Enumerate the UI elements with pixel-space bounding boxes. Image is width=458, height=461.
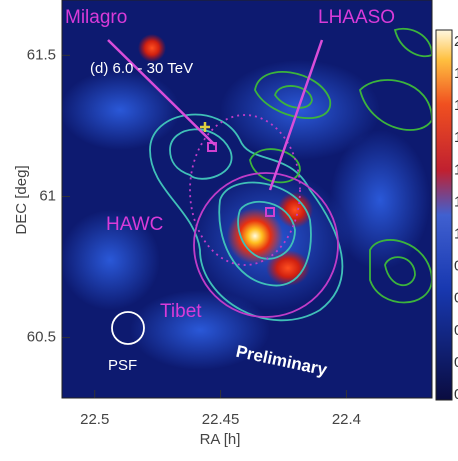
colorbar-label: 1 <box>454 226 458 243</box>
colorbar <box>436 30 452 400</box>
x-tick-label: 22.4 <box>332 411 361 428</box>
y-tick-label: 61 <box>39 187 56 204</box>
colorbar-label: 0 <box>454 354 458 371</box>
x-axis-label: RA [h] <box>200 431 241 448</box>
colorbar-label: 2 <box>454 33 458 50</box>
y-tick-label: 60.5 <box>27 329 56 346</box>
y-tick-label: 61.5 <box>27 46 56 63</box>
y-axis-label: DEC [deg] <box>13 165 30 234</box>
tibet-label: Tibet <box>160 301 202 322</box>
panel-label: (d) 6.0 - 30 TeV <box>90 60 193 77</box>
hawc-label: HAWC <box>106 214 163 235</box>
colorbar-label: 1 <box>454 129 458 146</box>
lhaaso-label: LHAASO <box>318 7 395 28</box>
x-tick-label: 22.5 <box>80 411 109 428</box>
psf-label: PSF <box>108 357 137 374</box>
colorbar-label: 0 <box>454 258 458 275</box>
colorbar-label: 0 <box>454 290 458 307</box>
colorbar-label: 1 <box>454 161 458 178</box>
colorbar-label: 1 <box>454 193 458 210</box>
milagro-label: Milagro <box>65 7 127 28</box>
colorbar-label: 0 <box>454 386 458 403</box>
x-tick-label: 22.45 <box>202 411 240 428</box>
colorbar-label: 0 <box>454 322 458 339</box>
colorbar-label: 1 <box>454 97 458 114</box>
colorbar-label: 1 <box>454 65 458 82</box>
chart: (d) 6.0 - 30 TeV Milagro LHAASO HAWC Tib… <box>0 0 458 456</box>
